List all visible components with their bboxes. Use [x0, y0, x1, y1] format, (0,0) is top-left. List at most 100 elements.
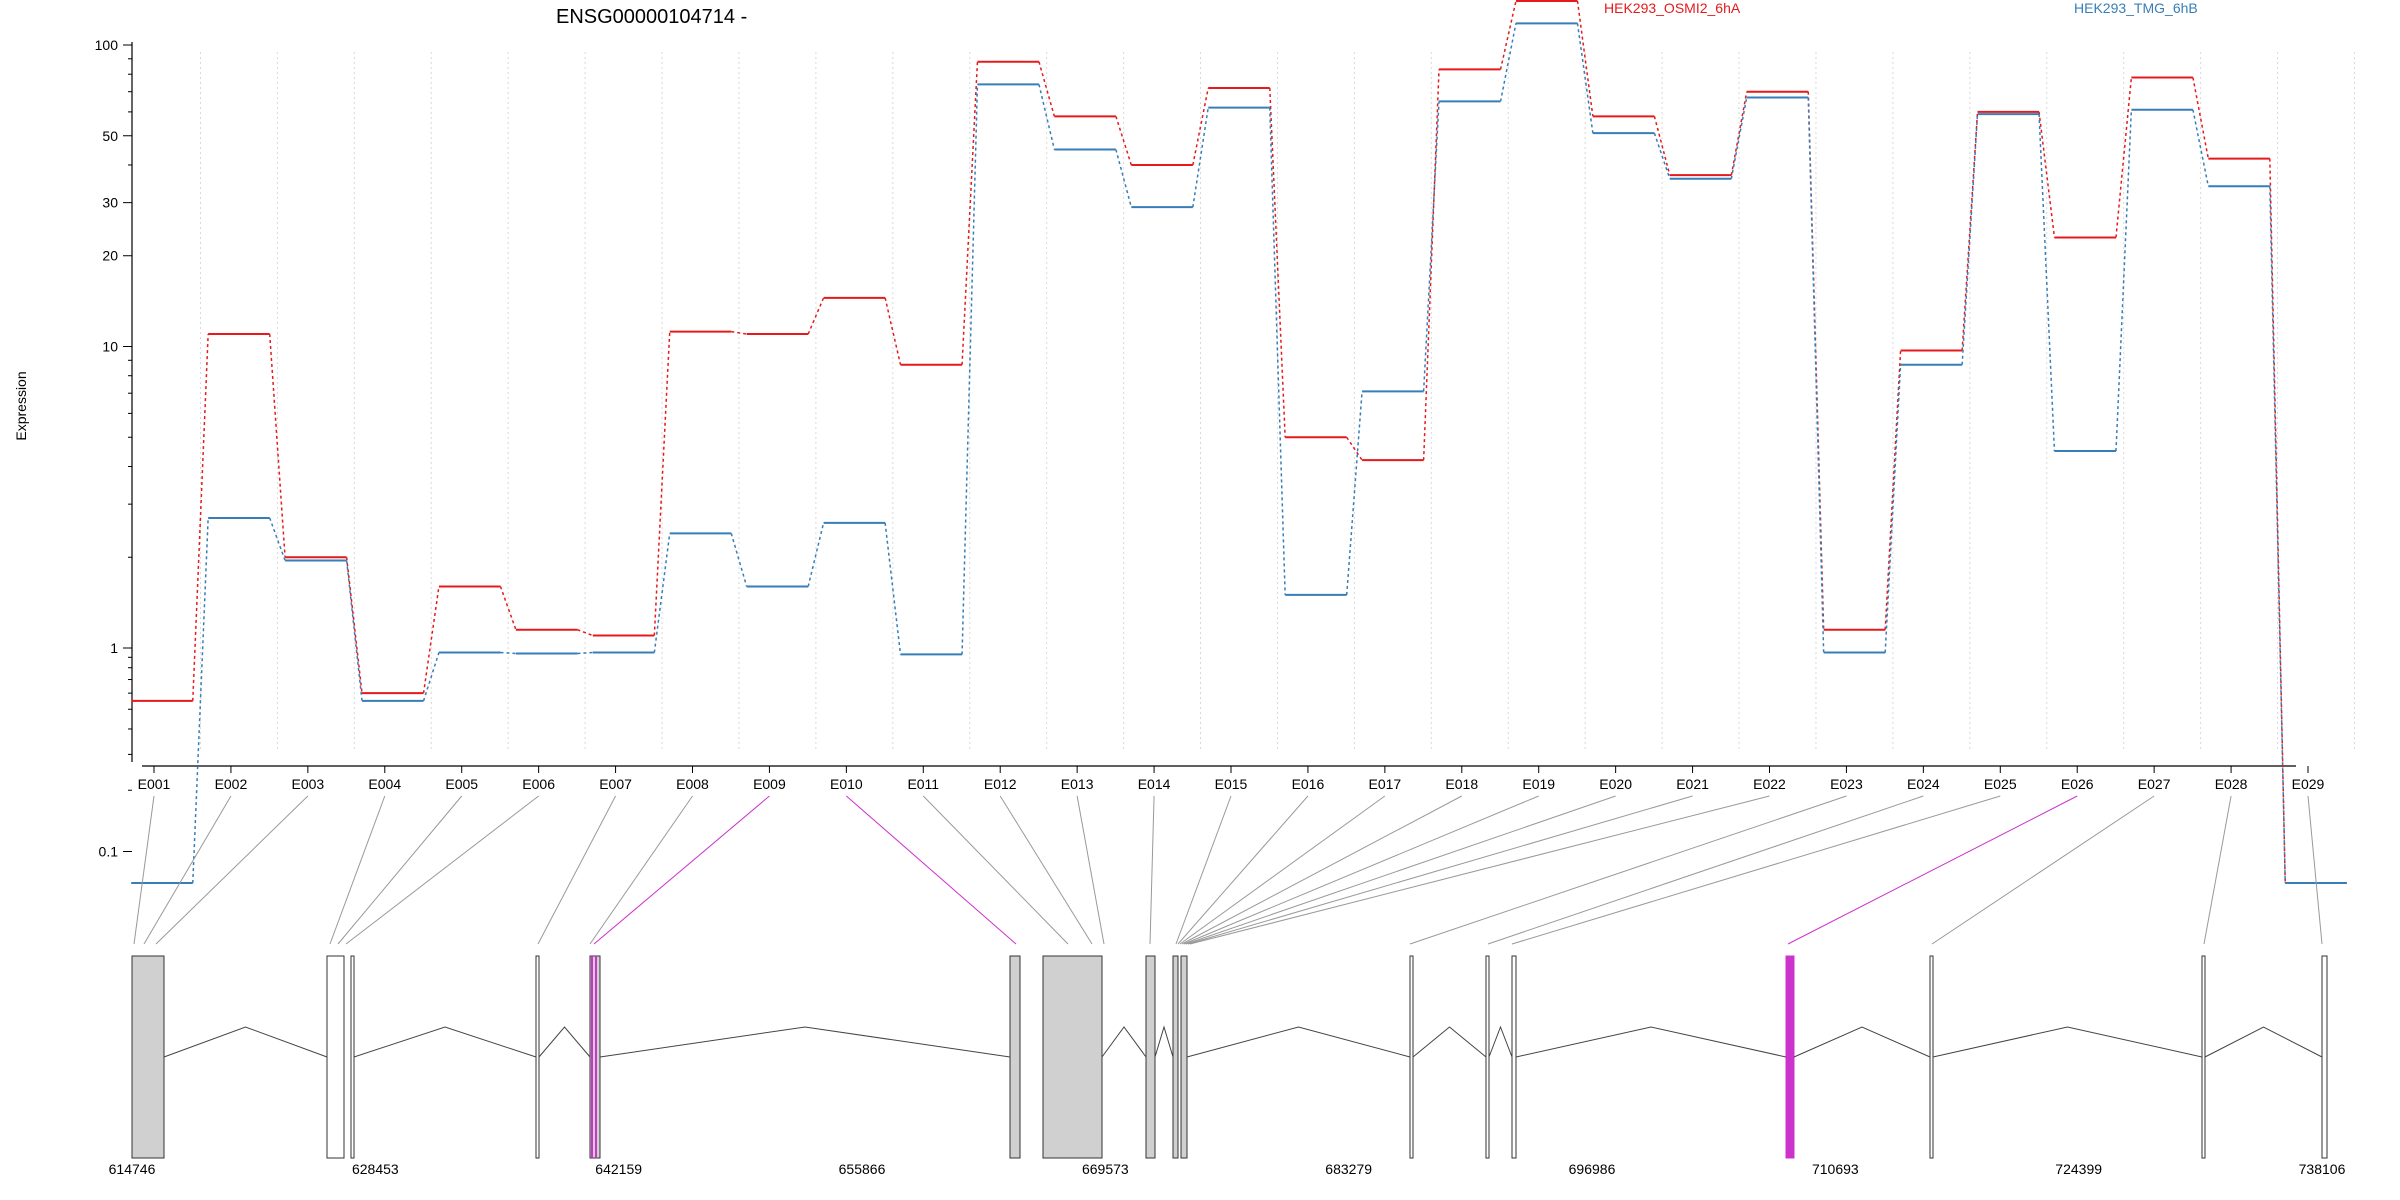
series-step: [653, 331, 671, 636]
intron-line: [1515, 1026, 1787, 1058]
series-step: [1576, 0, 1594, 117]
x-tick-label: E014: [1138, 776, 1171, 792]
genomic-tick-label: 710693: [1812, 1161, 1859, 1177]
series-step: [2115, 77, 2133, 238]
exon-block: [1785, 955, 1795, 1159]
connector-line: [1185, 795, 1616, 945]
intron-line: [353, 1026, 537, 1058]
x-tick-label: E011: [907, 776, 939, 792]
series-step: [1653, 116, 1671, 176]
series-step: [1807, 97, 1825, 653]
series-tmg: [131, 22, 2347, 885]
intron-line: [1932, 1026, 2203, 1058]
connector-line: [1409, 795, 1847, 945]
connector-line: [2307, 795, 2323, 945]
series-step: [1422, 101, 1440, 392]
series-step: [1499, 23, 1517, 102]
y-tick-label: 100: [95, 37, 119, 53]
series-step: [807, 297, 825, 335]
connector-line: [593, 795, 770, 945]
x-tick-label: E023: [1830, 776, 1863, 792]
x-tick-label: E002: [215, 776, 248, 792]
exon-block: [1009, 955, 1021, 1159]
x-tick-label: E022: [1753, 776, 1786, 792]
series-step: [2269, 158, 2286, 884]
series-lines: [131, 0, 2347, 885]
connector-line: [1181, 795, 1463, 945]
exon-block: [1180, 955, 1188, 1159]
x-tick-label: E028: [2215, 776, 2248, 792]
exon-block: [535, 955, 540, 1159]
gene-model: [131, 955, 2328, 1159]
intron-line: [599, 1026, 1011, 1058]
genomic-coordinate-axis: 614746 628453 642159 655866 669573 683279 6969…: [109, 1161, 2346, 1177]
x-tick-label: E027: [2138, 776, 2171, 792]
x-tick-label: E005: [445, 776, 478, 792]
series-step: [653, 533, 671, 653]
x-tick-label: E004: [368, 776, 401, 792]
series-step: [807, 522, 825, 587]
x-tick-label: E016: [1292, 776, 1325, 792]
series-step: [268, 333, 286, 558]
series-step: [192, 333, 209, 701]
x-tick-label: E006: [522, 776, 555, 792]
series-step: [2115, 109, 2133, 452]
series-step: [268, 517, 286, 561]
y-tick-label: 10: [102, 339, 118, 355]
series-step: [192, 517, 209, 884]
intron-line: [1793, 1026, 1931, 1058]
x-tick-label: E021: [1676, 776, 1709, 792]
connector-line: [1149, 795, 1155, 945]
exon-block: [1485, 955, 1490, 1159]
intron-line: [1154, 1025, 1174, 1058]
x-tick-label: E012: [984, 776, 1017, 792]
connector-line: [337, 795, 463, 945]
series-osmi2: [131, 0, 2347, 885]
exon-block: [1145, 955, 1156, 1159]
genomic-tick-label: 642159: [595, 1161, 642, 1177]
x-tick-label: E018: [1445, 776, 1478, 792]
series-step: [1115, 116, 1133, 166]
connector-line: [922, 795, 1069, 945]
x-tick-label: E013: [1061, 776, 1094, 792]
x-tick-label: E001: [138, 776, 171, 792]
series-step: [2269, 186, 2286, 884]
series-step: [961, 84, 979, 655]
series-step: [961, 61, 979, 365]
genomic-tick-label: 669573: [1082, 1161, 1129, 1177]
series-step: [1884, 350, 1902, 630]
series-step: [1730, 91, 1748, 176]
genomic-tick-label: 655866: [839, 1161, 886, 1177]
intron-line: [538, 1026, 591, 1058]
series-step: [577, 628, 594, 637]
legend-entry-osmi2: HEK293_OSMI2_6hA: [1604, 0, 1741, 16]
connector-line: [1511, 795, 2001, 945]
connector-line: [2203, 795, 2232, 945]
connector-line: [846, 795, 1017, 945]
y-tick-label: 1: [110, 640, 118, 656]
y-tick-label: 50: [102, 128, 118, 144]
y-axis: 0.1 1 10 20 30 50 100: [95, 37, 133, 860]
y-tick-label: 20: [102, 248, 118, 264]
intron-line: [2204, 1026, 2323, 1058]
intron-line: [1488, 1025, 1513, 1058]
legend-entry-tmg: HEK293_TMG_6hB: [2074, 0, 2198, 16]
connector-line: [1187, 795, 1693, 945]
series-step: [1038, 84, 1056, 150]
series-step: [500, 651, 516, 655]
connector-line: [329, 795, 386, 945]
genomic-tick-label: 628453: [352, 1161, 399, 1177]
exon-block: [326, 955, 345, 1159]
exon-block: [1929, 955, 1934, 1159]
connector-line: [537, 795, 617, 945]
x-tick-label: E010: [830, 776, 863, 792]
exon-block: [1042, 955, 1103, 1159]
legend: HEK293_OSMI2_6hA HEK293_TMG_6hB: [1604, 0, 2198, 16]
x-tick-label: E026: [2061, 776, 2094, 792]
genomic-tick-label: 614746: [109, 1161, 156, 1177]
x-tick-label: E019: [1522, 776, 1555, 792]
series-step: [1269, 107, 1286, 595]
series-step: [1115, 149, 1133, 208]
series-step: [2192, 109, 2210, 187]
